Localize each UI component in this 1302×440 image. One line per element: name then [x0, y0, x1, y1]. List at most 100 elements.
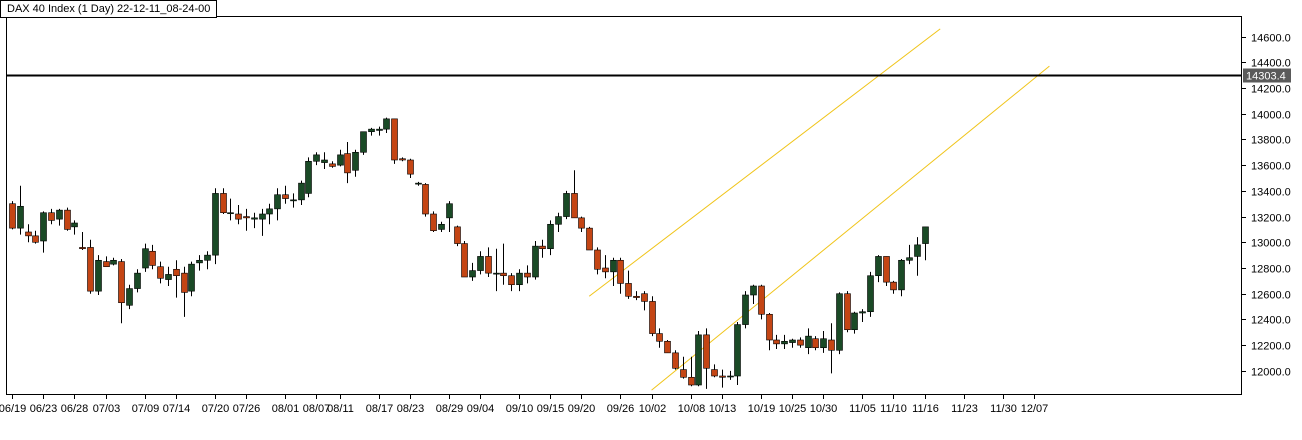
- candle-bearish: [399, 158, 406, 161]
- candle-bullish: [251, 217, 258, 220]
- y-tick-label: 13800.0: [1251, 135, 1291, 147]
- candle-bearish: [773, 339, 780, 345]
- x-tick-label: 10/19: [748, 403, 776, 415]
- candle-bullish: [383, 118, 390, 130]
- candle-bearish: [25, 231, 32, 237]
- chart-title: DAX 40 Index (1 Day) 22-12-11_08-24-00: [0, 0, 218, 18]
- x-tick-label: 06/23: [30, 403, 58, 415]
- candle-bearish: [157, 266, 164, 279]
- candle-bearish: [586, 227, 593, 251]
- candle-bullish: [352, 151, 359, 171]
- candle-bearish: [500, 272, 507, 277]
- candle-bearish: [149, 250, 156, 266]
- channel-upper-line: [588, 28, 941, 297]
- plot-frame: [6, 16, 1242, 395]
- y-tick-label: 12400.0: [1251, 315, 1291, 327]
- candle-bullish: [836, 293, 843, 351]
- x-tick-label: 09/20: [568, 403, 596, 415]
- candle-bullish: [922, 226, 929, 244]
- x-tick-label: 07/03: [93, 403, 121, 415]
- candle-bullish: [914, 244, 921, 257]
- candle-bearish: [79, 247, 86, 250]
- candle-bullish: [781, 340, 788, 345]
- x-tick-label: 09/04: [467, 403, 495, 415]
- candle-bullish: [805, 335, 812, 349]
- x-tick-label: 11/05: [849, 403, 876, 415]
- candle-bearish: [890, 281, 897, 291]
- candle-bullish: [563, 193, 570, 217]
- candle-bullish: [196, 259, 203, 264]
- x-tick-label: 10/02: [639, 403, 667, 415]
- candle-bearish: [672, 352, 679, 369]
- candle-bearish: [329, 163, 336, 167]
- candle-bullish: [820, 338, 827, 349]
- x-tick-label: 09/10: [506, 403, 534, 415]
- y-tick-label: 12600.0: [1251, 290, 1291, 302]
- x-tick-label: 08/07: [303, 403, 331, 415]
- x-tick-label: 07/09: [132, 403, 160, 415]
- x-tick-label: 10/25: [779, 403, 807, 415]
- candle-bearish: [539, 245, 546, 250]
- x-tick-label: 07/20: [202, 403, 230, 415]
- candle-bearish: [344, 153, 351, 174]
- candle-bearish: [407, 159, 414, 175]
- candle-bullish: [290, 199, 297, 202]
- candle-bullish: [305, 160, 312, 194]
- candle-bearish: [422, 184, 429, 215]
- candle-bearish: [828, 339, 835, 351]
- candle-bullish: [438, 223, 445, 230]
- candle-bullish: [313, 154, 320, 162]
- candle-bullish: [212, 193, 219, 256]
- candle-bearish: [797, 339, 804, 346]
- x-tick-label: 08/17: [366, 403, 394, 415]
- candle-bullish: [126, 288, 133, 306]
- x-tick-label: 08/29: [436, 403, 464, 415]
- x-tick-label: 11/16: [912, 403, 939, 415]
- candle-bullish: [610, 259, 617, 273]
- candle-bearish: [758, 285, 765, 315]
- candle-bearish: [656, 333, 663, 342]
- candle-bullish: [321, 159, 328, 163]
- candle-bearish: [680, 369, 687, 378]
- candle-bearish: [617, 259, 624, 284]
- x-tick-label: 11/30: [990, 403, 1017, 415]
- candle-bearish: [235, 213, 242, 220]
- candle-bearish: [711, 369, 718, 377]
- candle-bearish: [594, 249, 601, 270]
- y-tick-label: 13400.0: [1251, 187, 1291, 199]
- x-tick-label: 10/13: [709, 403, 737, 415]
- y-tick-label: 14200.0: [1251, 84, 1291, 96]
- candle-bearish: [485, 256, 492, 274]
- candle-bullish: [532, 245, 539, 278]
- x-tick-label: 11/23: [951, 403, 978, 415]
- candle-bearish: [524, 272, 531, 278]
- candle-bearish: [103, 261, 110, 268]
- candle-bearish: [282, 194, 289, 199]
- x-tick-label: 08/11: [327, 403, 354, 415]
- candle-bearish: [220, 193, 227, 214]
- candle-bullish: [266, 208, 273, 215]
- candle-bullish: [898, 259, 905, 291]
- candle-bullish: [71, 222, 78, 228]
- candle-bearish: [883, 256, 890, 283]
- y-tick-label: 13200.0: [1251, 213, 1291, 225]
- x-tick-label: 06/19: [0, 403, 26, 415]
- candle-bearish: [633, 295, 640, 298]
- candle-bearish: [173, 268, 180, 277]
- y-tick-label: 12200.0: [1251, 341, 1291, 353]
- candle-bullish: [298, 182, 305, 201]
- candle-bullish: [734, 324, 741, 377]
- y-tick-label: 14600.0: [1251, 33, 1291, 45]
- candle-bearish: [578, 217, 585, 229]
- candle-bullish: [204, 254, 211, 261]
- candle-bearish: [32, 235, 39, 243]
- candle-bullish: [188, 263, 195, 292]
- candle-bullish: [376, 128, 383, 131]
- x-tick-label: 07/14: [163, 403, 191, 415]
- candle-bullish: [875, 256, 882, 277]
- candle-bearish: [571, 193, 578, 219]
- candle-bearish: [48, 212, 55, 221]
- candle-bearish: [664, 340, 671, 354]
- y-tick-label: 14400.0: [1251, 58, 1291, 70]
